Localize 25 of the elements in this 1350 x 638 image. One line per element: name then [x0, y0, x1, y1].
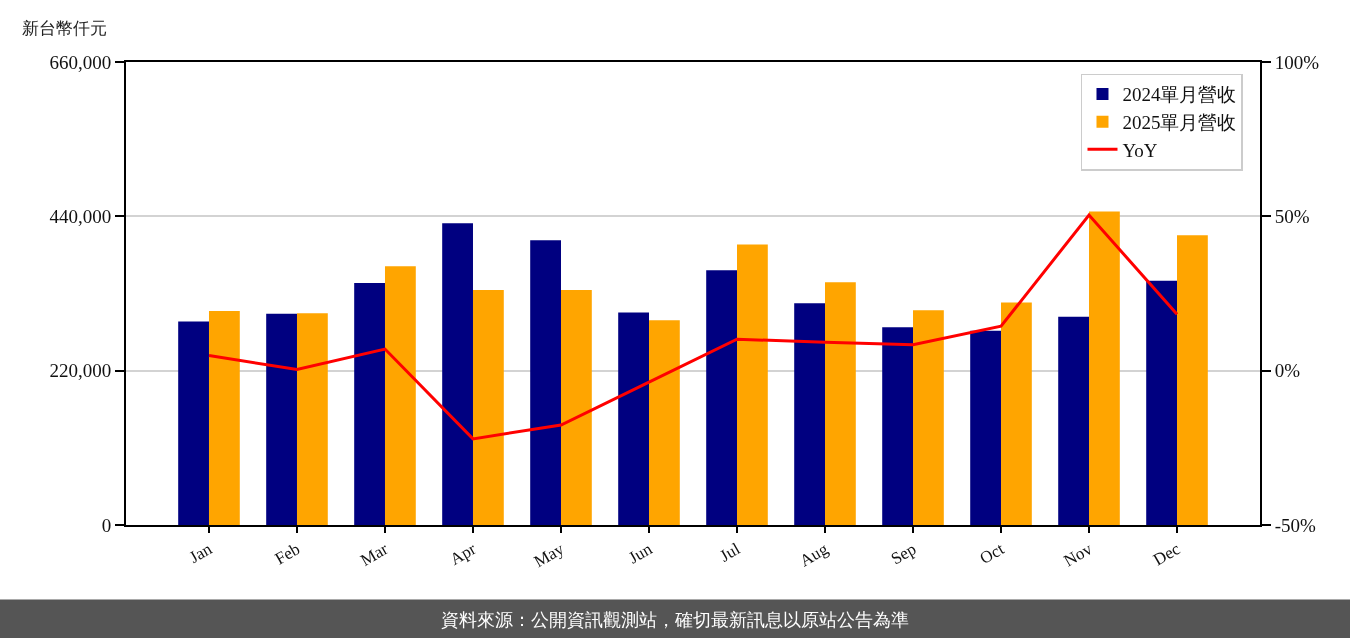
x-tick-label: Jul	[716, 539, 744, 566]
x-tick-label: Jan	[186, 539, 216, 568]
y2-tick-label: 0%	[1274, 360, 1301, 382]
x-tick-label: Jun	[625, 539, 656, 568]
x-tick-label: Nov	[1060, 539, 1096, 571]
source-note: 資料來源：公開資訊觀測站，確切最新訊息以原站公告為準	[441, 608, 909, 630]
legend-label: 2025單月營收	[1122, 112, 1237, 134]
x-tick-label: Dec	[1150, 539, 1184, 570]
y2-tick-label: 100%	[1274, 51, 1320, 73]
y-tick-label: 0	[101, 514, 112, 536]
y-axis-title: 新台幣仟元	[22, 18, 107, 38]
legend-label: YoY	[1122, 139, 1158, 161]
y-tick-label: 440,000	[49, 205, 112, 227]
x-tick-label: Mar	[357, 539, 392, 570]
x-tick-label: May	[530, 539, 568, 572]
y2-tick-label: 50%	[1274, 205, 1310, 227]
y2-tick-label: -50%	[1274, 514, 1317, 536]
x-tick-label: Apr	[446, 539, 480, 569]
x-tick-label: Feb	[271, 539, 304, 569]
y-tick-label: 220,000	[49, 360, 112, 382]
x-tick-label: Aug	[796, 539, 832, 571]
x-tick-label: Oct	[976, 539, 1008, 568]
y-tick-label: 660,000	[49, 51, 112, 73]
legend-label: 2024單月營收	[1122, 84, 1237, 106]
x-tick-label: Sep	[887, 539, 920, 569]
